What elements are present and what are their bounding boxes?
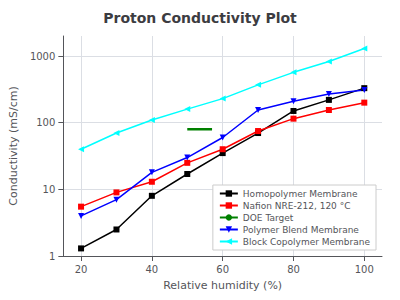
svg-text:Proton Conductivity Plot: Proton Conductivity Plot [103, 10, 297, 26]
svg-text:1000: 1000 [30, 51, 55, 62]
svg-text:Nafion NRE-212, 120 °C: Nafion NRE-212, 120 °C [243, 201, 351, 211]
svg-text:20: 20 [75, 264, 88, 275]
svg-text:Conductivity (mS/cm): Conductivity (mS/cm) [7, 86, 20, 205]
svg-text:Block Copolymer Membrane: Block Copolymer Membrane [243, 237, 371, 247]
svg-text:Homopolymer Membrane: Homopolymer Membrane [243, 189, 358, 199]
svg-text:10: 10 [43, 184, 56, 195]
svg-text:Polymer Blend Membrane: Polymer Blend Membrane [243, 225, 359, 235]
svg-text:100: 100 [355, 264, 374, 275]
svg-text:Relative humidity (%): Relative humidity (%) [163, 279, 282, 292]
svg-text:100: 100 [36, 117, 55, 128]
svg-text:60: 60 [216, 264, 229, 275]
svg-text:80: 80 [287, 264, 300, 275]
svg-text:DOE Target: DOE Target [243, 213, 294, 223]
svg-text:40: 40 [145, 264, 158, 275]
svg-text:1: 1 [49, 251, 55, 262]
